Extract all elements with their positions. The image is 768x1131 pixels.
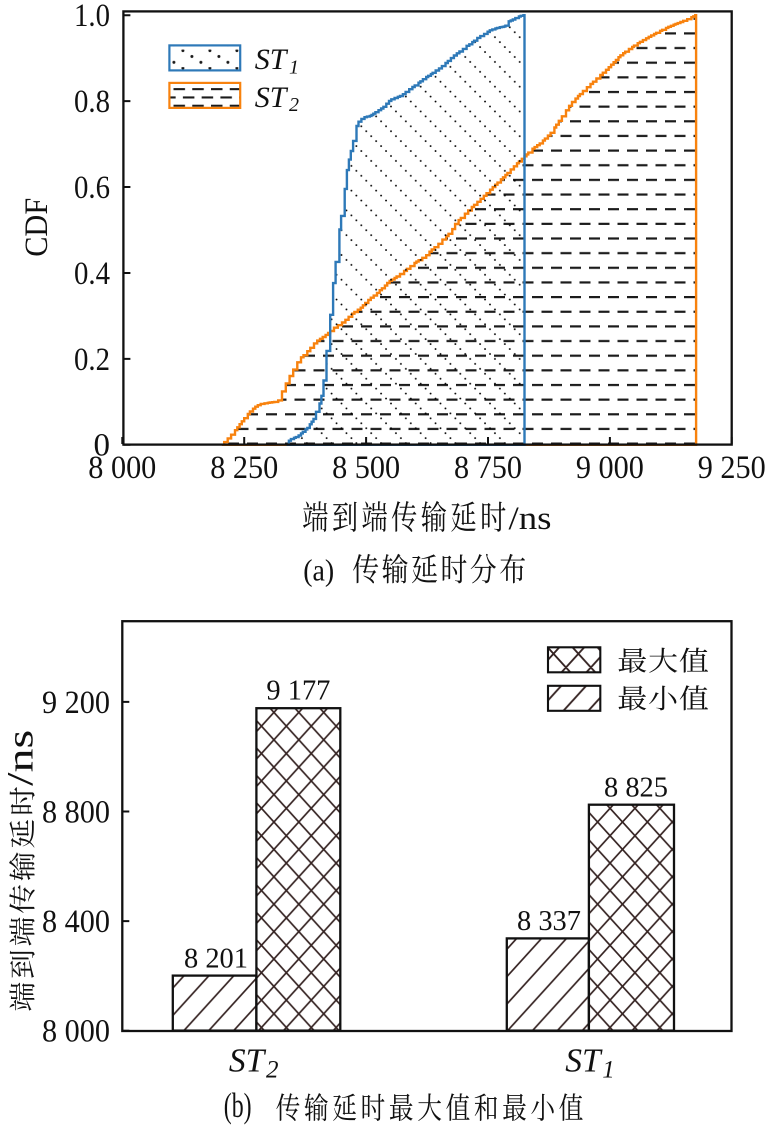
svg-text:0.2: 0.2	[74, 342, 110, 378]
svg-text:(a): (a)	[303, 553, 334, 588]
svg-text:8 000: 8 000	[42, 1014, 110, 1050]
svg-text:0: 0	[94, 428, 111, 464]
svg-text:CDF: CDF	[19, 198, 55, 257]
svg-text:/ns: /ns	[509, 501, 552, 537]
svg-text:/ns: /ns	[0, 730, 41, 786]
svg-text:8 750: 8 750	[454, 450, 522, 486]
svg-text:ST: ST	[229, 1042, 267, 1079]
svg-text:ST: ST	[565, 1042, 603, 1079]
svg-text:8 800: 8 800	[42, 794, 110, 830]
svg-text:2: 2	[266, 1057, 279, 1084]
svg-text:1: 1	[289, 57, 299, 79]
svg-text:8 201: 8 201	[184, 944, 248, 975]
svg-text:8 400: 8 400	[42, 904, 110, 940]
svg-text:2: 2	[289, 94, 299, 116]
svg-text:0.4: 0.4	[74, 256, 110, 292]
svg-text:9 200: 9 200	[42, 685, 110, 721]
svg-text:9 177: 9 177	[266, 675, 330, 706]
svg-text:0.8: 0.8	[74, 84, 110, 120]
svg-text:9 000: 9 000	[576, 450, 644, 486]
svg-text:ST: ST	[255, 81, 289, 114]
svg-text:8 000: 8 000	[88, 450, 156, 486]
svg-text:8 500: 8 500	[332, 450, 400, 486]
svg-text:9 250: 9 250	[698, 450, 766, 486]
svg-text:8 337: 8 337	[517, 906, 581, 937]
svg-text:1.0: 1.0	[74, 0, 110, 34]
svg-text:1: 1	[602, 1057, 615, 1084]
svg-text:ST: ST	[255, 43, 289, 76]
svg-text:8 825: 8 825	[604, 772, 668, 803]
svg-text:8 250: 8 250	[210, 450, 278, 486]
svg-text:(b): (b)	[224, 1086, 252, 1125]
svg-text:0.6: 0.6	[74, 170, 110, 206]
